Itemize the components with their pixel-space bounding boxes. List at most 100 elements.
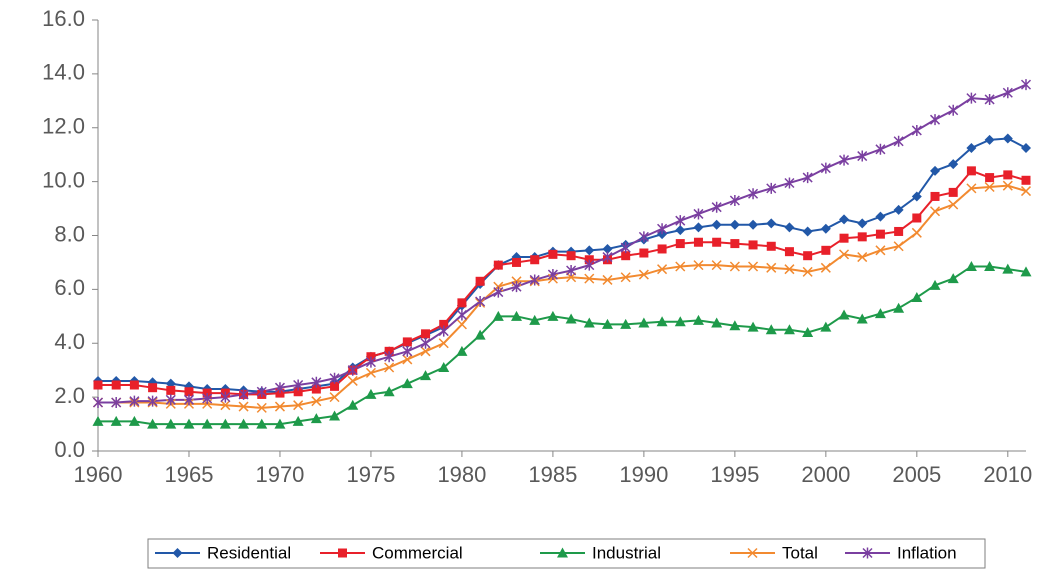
marker <box>1002 180 1013 191</box>
marker <box>820 321 832 332</box>
marker <box>165 394 176 406</box>
series-line <box>98 83 1027 404</box>
x-tick-label: 1980 <box>437 462 486 487</box>
marker <box>548 249 558 259</box>
marker <box>930 165 941 176</box>
marker <box>620 318 632 329</box>
marker <box>456 309 467 321</box>
legend-label: Residential <box>207 543 291 562</box>
marker <box>311 376 322 388</box>
marker <box>639 248 649 258</box>
marker <box>420 370 432 381</box>
marker <box>456 345 468 356</box>
marker <box>347 399 359 410</box>
marker <box>893 241 904 252</box>
marker <box>912 213 922 223</box>
marker <box>948 199 959 210</box>
marker <box>875 211 886 222</box>
marker <box>402 345 413 357</box>
marker <box>693 222 704 233</box>
marker <box>148 383 158 393</box>
marker <box>783 324 795 335</box>
marker <box>330 381 340 391</box>
marker <box>620 242 631 254</box>
marker <box>1002 87 1013 99</box>
marker <box>857 218 868 229</box>
marker <box>675 261 686 272</box>
marker <box>493 260 503 270</box>
marker <box>674 316 686 327</box>
marker <box>220 391 231 403</box>
marker <box>202 392 213 404</box>
marker <box>856 313 868 324</box>
x-tick-label: 2000 <box>801 462 850 487</box>
marker <box>347 364 358 376</box>
marker <box>875 143 886 155</box>
marker <box>911 227 922 238</box>
marker <box>584 273 595 284</box>
marker <box>748 188 759 200</box>
marker <box>802 266 813 277</box>
marker <box>110 415 122 426</box>
marker <box>675 239 685 249</box>
marker <box>729 194 740 206</box>
marker <box>948 187 958 197</box>
marker <box>584 259 595 271</box>
marker <box>802 226 813 237</box>
marker <box>1021 142 1031 153</box>
marker <box>821 245 831 255</box>
marker <box>729 261 740 272</box>
marker <box>947 273 959 284</box>
marker <box>329 410 341 421</box>
marker <box>365 367 376 378</box>
marker <box>911 191 922 202</box>
marker <box>93 380 103 390</box>
marker <box>839 233 849 243</box>
marker <box>238 418 250 429</box>
marker <box>184 387 194 397</box>
marker <box>365 388 377 399</box>
marker <box>92 415 104 426</box>
marker <box>402 337 412 347</box>
marker <box>857 252 868 263</box>
marker <box>893 204 904 215</box>
marker <box>820 223 831 234</box>
marker <box>438 361 450 372</box>
y-tick-label: 8.0 <box>54 221 85 246</box>
marker <box>530 255 540 265</box>
marker <box>874 308 886 319</box>
marker <box>129 395 140 407</box>
marker <box>492 310 504 321</box>
marker <box>557 547 568 558</box>
legend-label: Industrial <box>592 543 661 562</box>
marker <box>238 401 249 412</box>
marker <box>274 418 286 429</box>
marker <box>310 413 322 424</box>
marker <box>456 319 467 330</box>
marker <box>128 415 140 426</box>
marker <box>602 243 613 254</box>
marker <box>329 392 340 403</box>
marker <box>638 317 650 328</box>
marker <box>802 172 813 184</box>
marker <box>420 346 431 357</box>
x-tick-label: 2010 <box>983 462 1032 487</box>
marker <box>401 378 413 389</box>
series-line <box>98 265 1027 426</box>
marker <box>857 232 867 242</box>
marker <box>384 351 395 363</box>
marker <box>293 379 304 391</box>
y-tick-label: 2.0 <box>54 383 85 408</box>
marker <box>183 418 195 429</box>
marker <box>766 218 777 229</box>
marker <box>438 325 449 337</box>
series-line <box>98 137 1027 393</box>
series-line <box>98 184 1027 409</box>
marker <box>1003 170 1013 180</box>
x-tick-label: 1965 <box>165 462 214 487</box>
marker <box>675 215 686 227</box>
x-tick-label: 1960 <box>74 462 123 487</box>
marker <box>402 354 413 365</box>
y-tick-label: 10.0 <box>42 167 85 192</box>
marker <box>657 264 668 275</box>
